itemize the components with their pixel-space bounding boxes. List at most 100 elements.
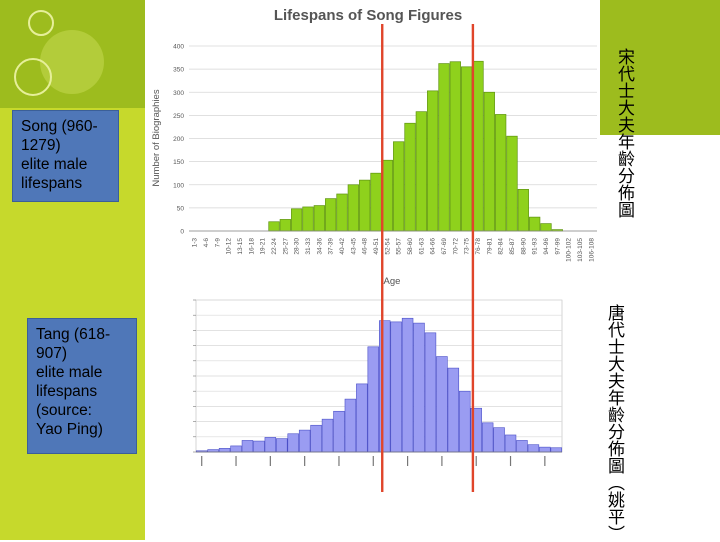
song-x-tick-label: 1-3 (192, 238, 199, 248)
song-x-tick-label: 25-27 (282, 238, 289, 255)
song-bar (336, 193, 348, 232)
song-bar (483, 91, 495, 232)
tang-bar (493, 427, 505, 453)
tang-bar (321, 418, 334, 453)
song-bar (427, 90, 439, 232)
marker-lines (381, 24, 475, 492)
song-bar (313, 205, 325, 232)
tang-bar (253, 440, 265, 453)
song-x-tick-label: 10-12 (226, 238, 233, 255)
song-x-tick-label: 40-42 (339, 238, 346, 255)
song-bar (347, 184, 359, 232)
song-bar (404, 122, 416, 232)
tang-bar (287, 433, 299, 453)
tang-bar (367, 346, 379, 453)
song-y-tick-label: 200 (173, 136, 184, 143)
decorative-ring (14, 58, 52, 96)
song-x-tick-label: 55-57 (396, 238, 403, 255)
song-bar (325, 198, 337, 232)
tang-bar (527, 444, 540, 453)
song-x-tick-label: 82-84 (498, 238, 505, 255)
song-x-tick-label: 16-18 (248, 238, 255, 255)
song-x-tick-label: 19-21 (260, 238, 267, 255)
song-bar (506, 135, 518, 232)
tang-bar (310, 424, 322, 453)
tang-bar (298, 429, 311, 453)
song-bar (415, 111, 427, 232)
song-bar (517, 189, 529, 232)
song-x-tick-label: 58-60 (407, 238, 414, 255)
right-accent-band (600, 0, 720, 135)
song-x-tick-label: 76-78 (475, 238, 482, 255)
song-bar (472, 60, 484, 232)
song-x-tick-label: 4-6 (203, 238, 210, 248)
song-y-tick-label: 350 (173, 67, 184, 74)
song-x-tick-label: 88-90 (520, 238, 527, 255)
song-chart-xlabel: Age (384, 276, 401, 287)
song-bar (291, 208, 303, 232)
song-chinese-caption: 宋代士大夫年齡分佈圖 (615, 48, 634, 218)
song-bar (438, 63, 450, 232)
song-y-tick-label: 50 (177, 205, 185, 212)
song-x-tick-label: 85-87 (509, 238, 516, 255)
song-chart: Lifespans of Song Figures Number of Biog… (151, 7, 597, 287)
song-x-tick-label: 67-69 (441, 238, 448, 255)
song-bar (370, 172, 382, 232)
song-x-tick-label: 94-96 (543, 238, 550, 255)
song-bar (529, 216, 541, 232)
tang-bar (218, 448, 231, 453)
song-x-tick-label: 31-33 (305, 238, 312, 255)
tang-bar (436, 356, 448, 453)
song-x-tick-label: 46-48 (362, 238, 369, 255)
tang-label-box: Tang (618- 907) elite male lifespans (so… (27, 318, 137, 454)
tang-bar (344, 398, 357, 453)
song-x-tick-label: 22-24 (271, 238, 278, 255)
song-y-tick-label: 0 (180, 229, 184, 236)
tang-bar (550, 447, 562, 453)
song-chart-title: Lifespans of Song Figures (274, 7, 462, 24)
tang-bar (413, 322, 425, 453)
song-x-tick-label: 34-36 (316, 238, 323, 255)
song-bar (495, 114, 507, 232)
song-chart-ylabel: Number of Biographies (151, 89, 162, 186)
song-bar (381, 159, 393, 232)
song-bar (540, 223, 552, 232)
song-bar (393, 141, 405, 232)
tang-bar (390, 321, 402, 453)
song-x-tick-label: 7-9 (214, 238, 221, 248)
song-label-box: Song (960- 1279) elite male lifespans (12, 110, 119, 202)
song-x-tick-label: 43-45 (350, 238, 357, 255)
song-x-tick-label: 73-75 (464, 238, 471, 255)
song-y-tick-label: 150 (173, 159, 184, 166)
song-x-tick-label: 61-63 (418, 238, 425, 255)
song-x-tick-label: 49-51 (373, 238, 380, 255)
song-x-tick-label: 52-54 (384, 238, 391, 255)
song-bar (359, 179, 371, 232)
song-x-tick-label: 13-15 (237, 238, 244, 255)
tang-bar (333, 410, 345, 453)
tang-bar (230, 445, 242, 453)
tang-bar (264, 437, 277, 453)
tang-bar (378, 320, 391, 453)
tang-bar (516, 440, 528, 453)
song-x-tick-label: 79-81 (486, 238, 493, 255)
tang-bar (459, 390, 471, 453)
tang-bar (504, 434, 517, 453)
tang-bar (276, 438, 288, 453)
song-x-tick-label: 100-102 (566, 238, 573, 262)
song-bar (449, 61, 461, 232)
song-y-tick-label: 400 (173, 44, 184, 51)
song-bar (279, 219, 291, 232)
decorative-ring (28, 10, 54, 36)
tang-chinese-caption: 唐代士大夫年齡分佈圖（姚平） (605, 304, 624, 542)
song-x-tick-label: 97-99 (554, 238, 561, 255)
tang-chart (193, 299, 563, 466)
song-x-tick-label: 37-39 (328, 238, 335, 255)
tang-bar (539, 446, 551, 453)
song-bar (302, 206, 314, 232)
tang-bar (356, 383, 368, 453)
song-y-tick-label: 100 (173, 182, 184, 189)
song-bar (461, 66, 473, 232)
song-y-tick-label: 250 (173, 113, 184, 120)
